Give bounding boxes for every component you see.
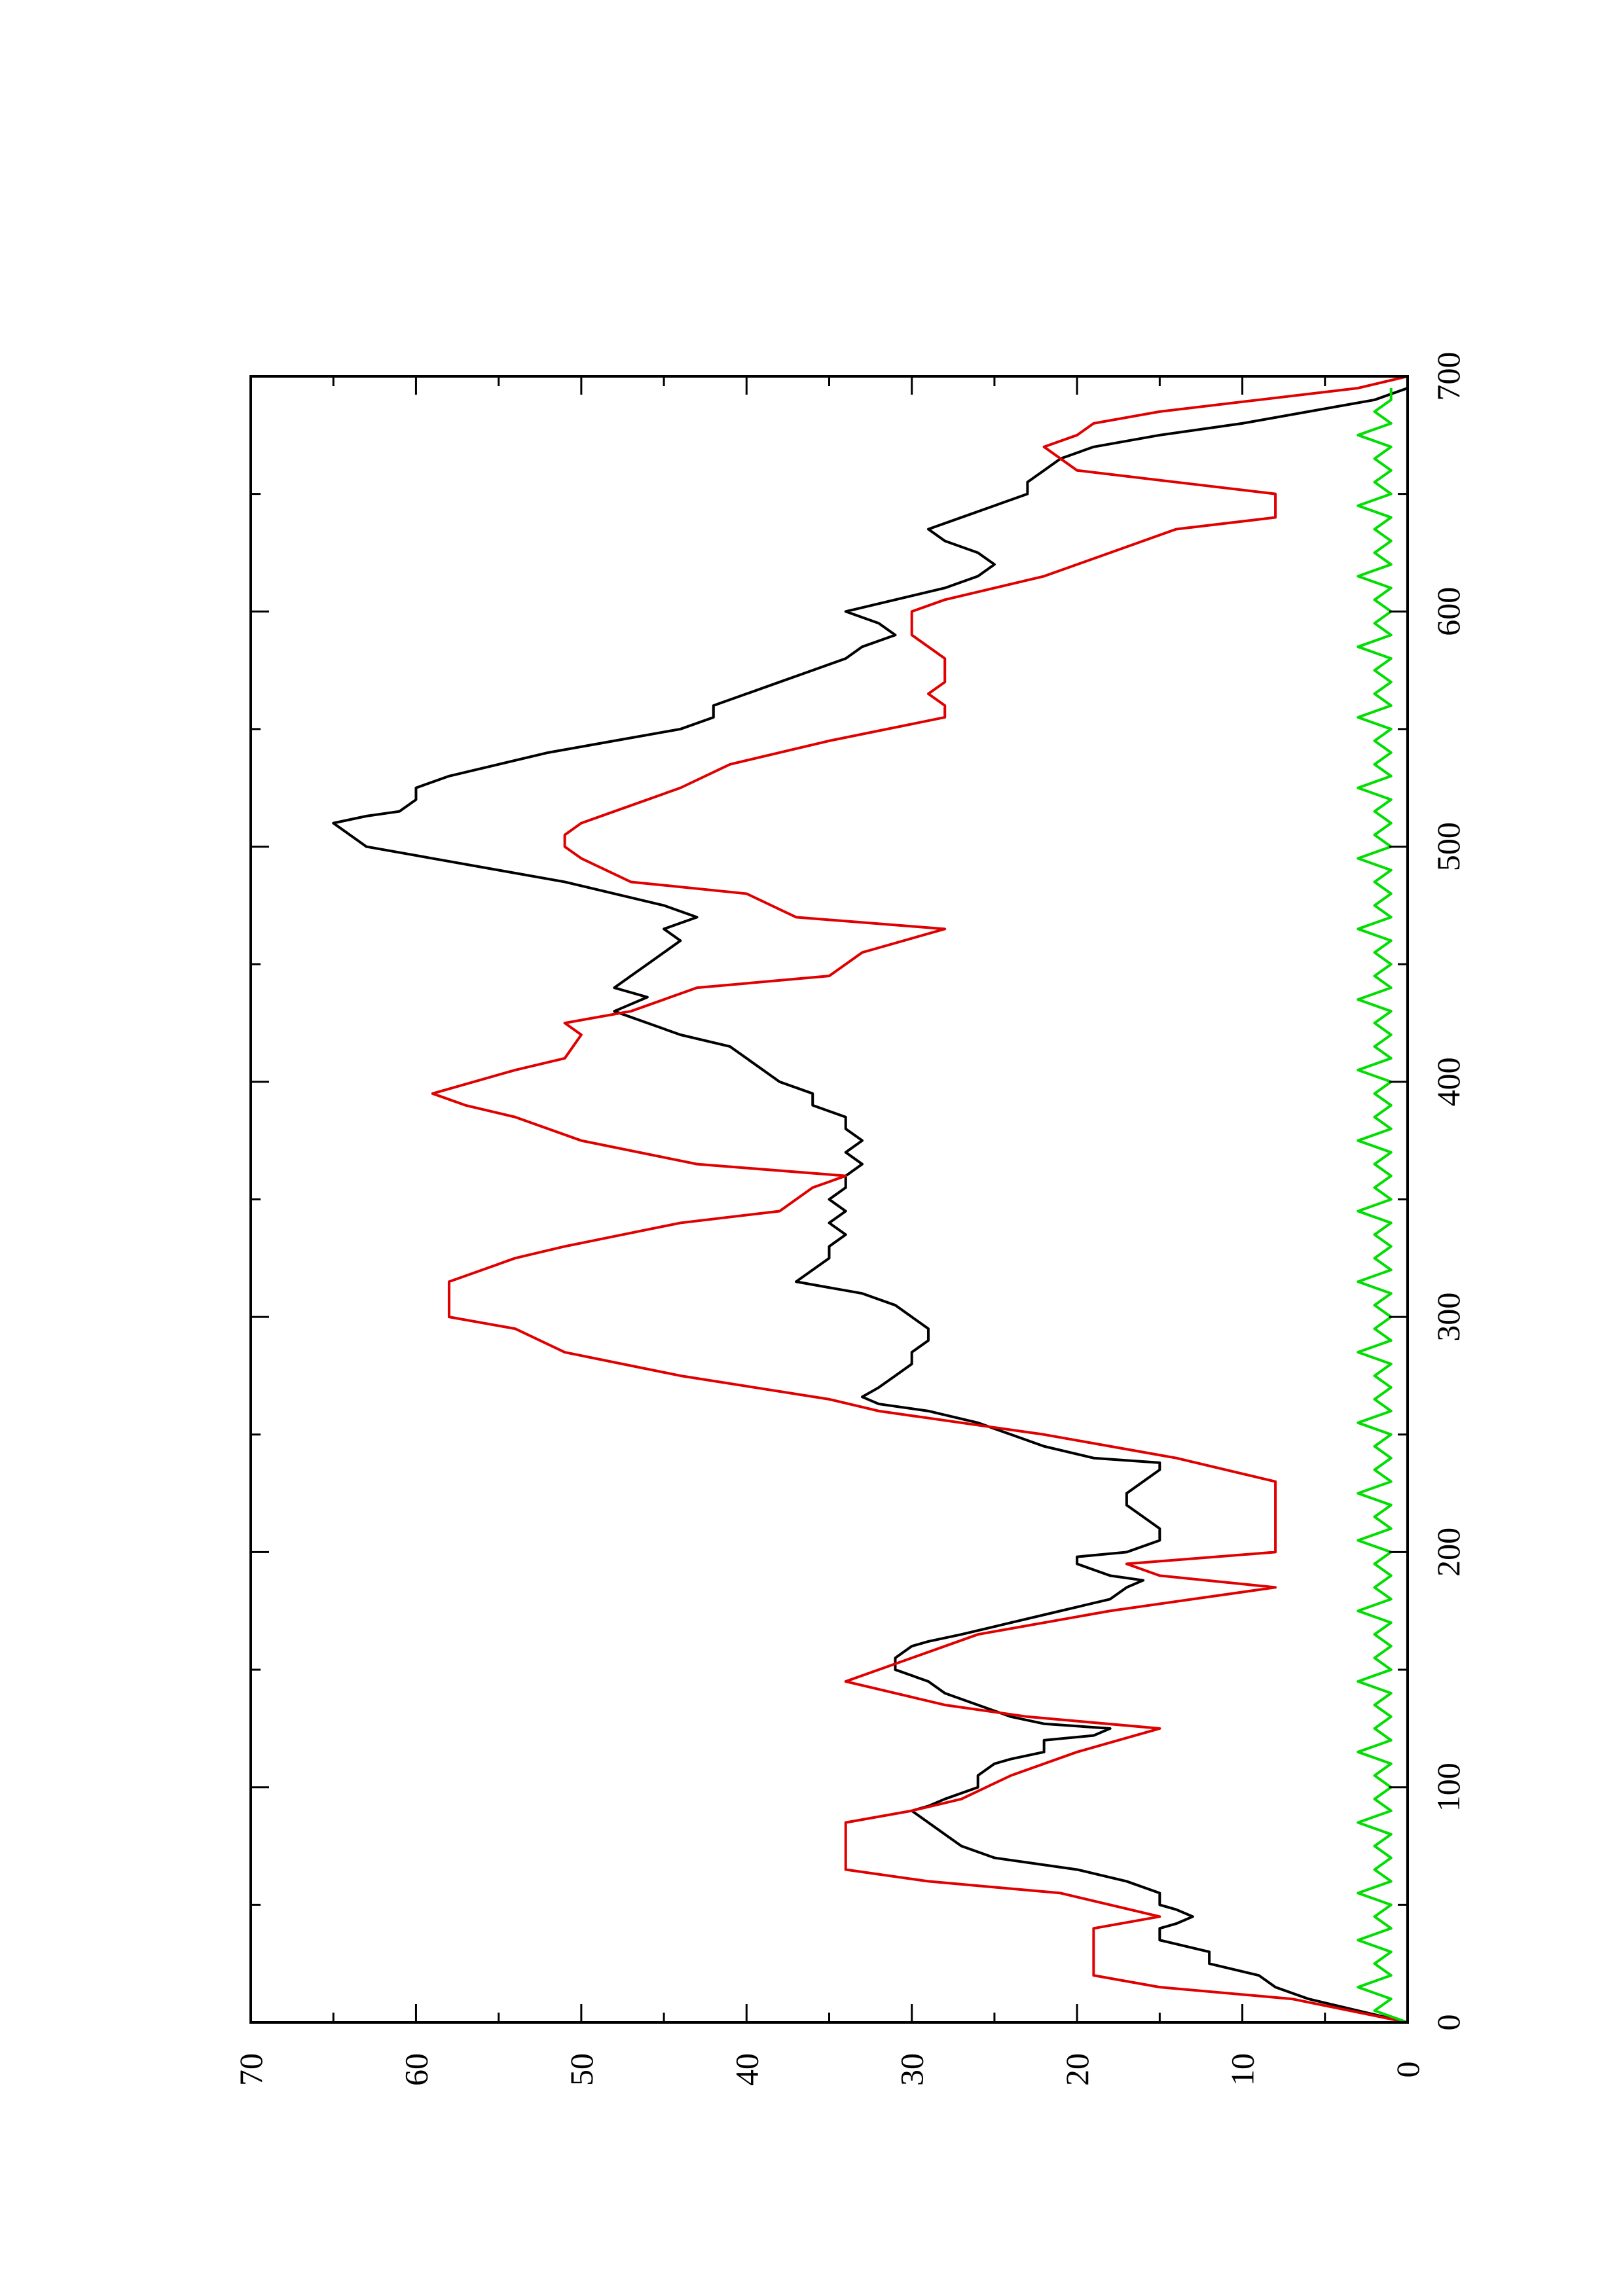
series-red-line [431,375,1408,2024]
y-tick-label: 20 [1059,2053,1095,2086]
y-axis: 0 10 20 30 40 50 60 70 [232,376,1426,2086]
y-tick-label: 10 [1224,2053,1261,2086]
y-tick-label: 60 [397,2053,434,2086]
x-tick-label: 400 [1430,1057,1467,1106]
y-tick-label: 30 [894,2053,930,2086]
x-tick-label: 0 [1430,2015,1467,2031]
y-tick-label: 70 [232,2053,269,2086]
x-tick-label: 600 [1430,587,1467,636]
y-tick-label: 40 [728,2053,765,2086]
y-tick-label: 0 [1389,2062,1426,2078]
x-tick-label: 500 [1430,822,1467,871]
x-tick-label: 700 [1430,352,1467,401]
x-axis: 0 100 200 300 400 500 600 700 [251,352,1467,2031]
series-black-line [332,387,1408,2024]
x-tick-label: 100 [1430,1763,1467,1812]
x-tick-label: 300 [1430,1293,1467,1342]
series-layer [332,375,1408,2024]
y-tick-label: 50 [563,2053,600,2086]
series-green-line [1357,387,1408,2024]
x-tick-label: 200 [1430,1528,1467,1577]
